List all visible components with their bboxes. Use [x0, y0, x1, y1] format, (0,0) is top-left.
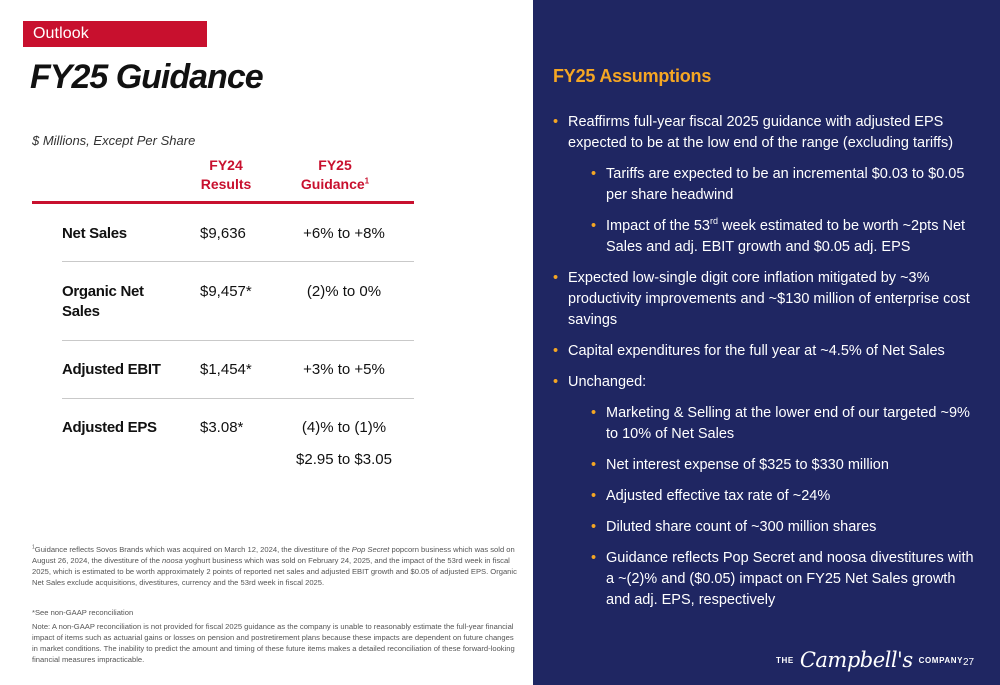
list-item: Unchanged: — [553, 372, 983, 393]
col-header-fy25: FY25 Guidance1 — [295, 156, 375, 194]
col-header-fy25-line1: FY25 — [318, 157, 352, 173]
list-item-text: week estimated to be worth ~2pts Net Sal… — [606, 218, 966, 255]
footnote-reconciliation-note: Note: A non-GAAP reconciliation is not p… — [32, 622, 515, 664]
fy25-value: +6% to +8% — [303, 225, 385, 242]
footnote-text: Guidance reflects Sovos Brands which was… — [34, 545, 352, 554]
fy24-value-text: $9,457* — [200, 283, 252, 300]
list-item: Guidance reflects Pop Secret and noosa d… — [553, 548, 983, 611]
row-label: Adjusted EPS — [62, 419, 157, 436]
list-item: Net interest expense of $325 to $330 mil… — [553, 455, 983, 476]
footnote-text: popcorn business which was sold on Augus… — [32, 545, 515, 565]
footnote-text: yoghurt business which was sold on Febru… — [32, 556, 517, 587]
fy25-value: +3% to +5% — [303, 361, 385, 378]
footnote-guidance: 1Guidance reflects Sovos Brands which wa… — [32, 544, 517, 588]
page-number: 27 — [963, 657, 975, 668]
ordinal-suffix: rd — [709, 216, 718, 227]
fy24-value-text: $9,636 — [200, 225, 246, 242]
list-item: Diluted share count of ~300 million shar… — [553, 517, 983, 538]
footnote-non-gaap: *See non-GAAP reconciliation — [32, 608, 134, 617]
logo-company: COMPANY — [918, 655, 964, 665]
col-header-fy24: FY24 Results — [195, 156, 257, 194]
fy24-value: $9,457* — [192, 282, 282, 302]
guidance-panel: Outlook FY25 Guidance $ Millions, Except… — [23, 21, 517, 664]
section-tag: Outlook — [23, 21, 207, 47]
fy24-value: $9,636 — [192, 224, 282, 244]
list-item: Capital expenditures for the full year a… — [553, 341, 983, 362]
fy25-value: (2)% to 0% — [306, 283, 382, 300]
logo-wordmark: Campbell's — [799, 648, 913, 672]
company-logo: THE Campbell's COMPANY — [776, 648, 963, 672]
logo-the: THE — [776, 655, 794, 665]
units-note: $ Millions, Except Per Share — [32, 133, 196, 148]
list-item: Impact of the 53rd week estimated to be … — [553, 216, 983, 258]
list-item: Expected low-single digit core inflation… — [553, 268, 983, 331]
fy24-value: $1,454* — [192, 360, 282, 380]
row-divider — [62, 398, 414, 399]
col-header-fy25-line2: Guidance — [300, 176, 365, 192]
assumptions-title: FY25 Assumptions — [553, 66, 712, 86]
fy24-value-text: $3.08* — [200, 419, 244, 436]
footnote-marker: 1 — [364, 176, 370, 186]
header-divider — [32, 201, 414, 204]
row-label: Organic Net Sales — [62, 282, 144, 322]
list-item-text: Impact of the 53 — [606, 218, 710, 234]
assumptions-list: Reaffirms full-year fiscal 2025 guidance… — [553, 112, 983, 621]
page-title: FY25 Guidance — [30, 58, 264, 96]
row-label-line1: Organic Net — [62, 283, 144, 300]
fy24-value-text: $1,454* — [200, 361, 252, 378]
row-label-line2: Sales — [62, 303, 100, 320]
footnote-emphasis: Pop Secret — [351, 545, 390, 554]
footnote-emphasis: noosa — [162, 556, 183, 565]
fy25-eps-range: $2.95 to $3.05 — [296, 451, 392, 468]
fy24-value: $3.08* — [192, 418, 282, 438]
col-header-fy24-line1: FY24 — [209, 157, 243, 173]
row-divider — [62, 261, 414, 262]
list-item: Marketing & Selling at the lower end of … — [553, 403, 983, 445]
row-divider — [62, 340, 414, 341]
row-label: Adjusted EBIT — [62, 361, 161, 378]
list-item: Reaffirms full-year fiscal 2025 guidance… — [553, 112, 983, 154]
col-header-fy24-line2: Results — [200, 176, 252, 192]
fy25-value: (4)% to (1)% — [301, 419, 387, 436]
list-item: Tariffs are expected to be an incrementa… — [553, 164, 983, 206]
list-item: Adjusted effective tax rate of ~24% — [553, 486, 983, 507]
footnote-marker: 1 — [32, 544, 35, 551]
row-label: Net Sales — [62, 225, 127, 242]
